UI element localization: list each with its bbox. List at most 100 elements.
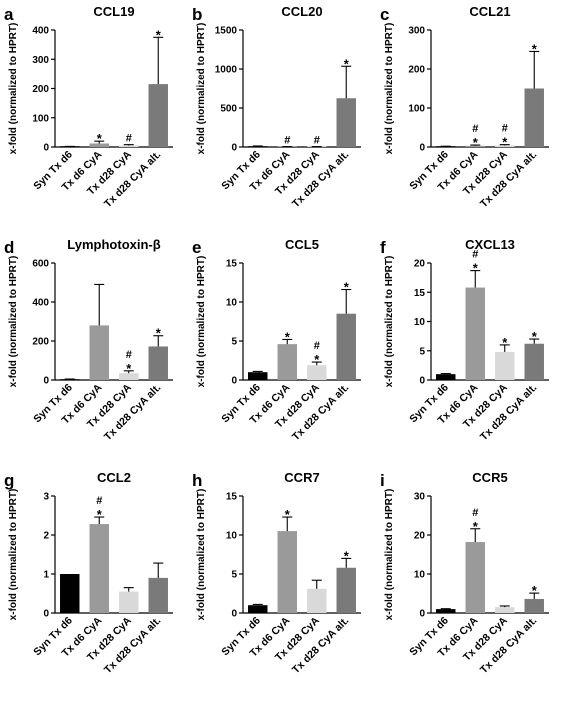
significance-mark-e-4: * [344, 280, 350, 295]
bar-a-2 [89, 143, 109, 147]
y-tick-label-g: 3 [43, 492, 49, 503]
y-axis-label-e: x-fold (normalized to HPRT) [196, 256, 207, 388]
chart-title-d: Lymphotoxin-β [67, 237, 160, 252]
y-tick-label-f: 15 [414, 288, 426, 299]
y-tick-label-f: 0 [419, 376, 425, 387]
y-axis-label-f: x-fold (normalized to HPRT) [384, 256, 395, 388]
bar-e-2 [277, 344, 297, 380]
y-tick-label-a: 200 [32, 84, 49, 95]
bar-e-1 [248, 372, 268, 380]
significance-mark-e-2: * [285, 329, 291, 344]
significance-mark-a-3: # [126, 133, 132, 145]
significance-mark-a-4: * [156, 27, 162, 42]
bar-i-4 [524, 598, 544, 613]
significance-mark-g-2: * [97, 507, 103, 522]
bar-c-3 [495, 145, 515, 147]
y-tick-label-e: 0 [231, 376, 237, 387]
panel-letter-e: e [192, 238, 201, 257]
significance-mark-b-2: # [284, 135, 290, 147]
panel-letter-d: d [4, 238, 14, 257]
significance-mark-c-2: * [473, 135, 479, 150]
bar-e-4 [336, 313, 356, 380]
panel-letter-i: i [380, 471, 385, 490]
significance-mark-f-4: * [532, 329, 538, 344]
y-tick-label-g: 2 [43, 531, 49, 542]
bar-f-4 [524, 343, 544, 380]
y-tick-label-f: 20 [414, 259, 426, 270]
significance-mark-d-3: # [126, 349, 132, 361]
y-tick-label-c: 0 [419, 143, 425, 154]
bar-h-1 [248, 605, 268, 613]
y-axis-label-d: x-fold (normalized to HPRT) [8, 256, 19, 388]
panel-letter-f: f [380, 238, 386, 257]
bar-c-4 [524, 88, 544, 147]
bar-d-4 [148, 346, 168, 380]
bar-g-4 [148, 577, 168, 613]
y-tick-label-h: 0 [231, 609, 237, 620]
y-axis-label-i: x-fold (normalized to HPRT) [384, 489, 395, 621]
chart-title-f: CXCL13 [465, 237, 515, 252]
y-tick-label-g: 0 [43, 609, 49, 620]
chart-title-h: CCR7 [284, 470, 319, 485]
bar-f-2 [465, 287, 485, 380]
bar-a-3 [119, 145, 139, 147]
y-tick-label-d: 600 [32, 259, 49, 270]
significance-mark-f-2: * [473, 261, 479, 276]
y-axis-label-h: x-fold (normalized to HPRT) [196, 489, 207, 621]
significance-mark-i-2: * [473, 519, 479, 534]
bar-g-3 [119, 591, 139, 613]
bar-b-4 [336, 98, 356, 147]
y-tick-label-i: 20 [414, 531, 426, 542]
chart-title-i: CCR5 [472, 470, 507, 485]
significance-mark-e-3: # [314, 340, 320, 352]
y-tick-label-d: 0 [43, 376, 49, 387]
panel-letter-g: g [4, 471, 14, 490]
significance-mark-a-2: * [97, 131, 103, 146]
significance-mark-f-2: # [472, 249, 478, 261]
y-tick-label-a: 100 [32, 113, 49, 124]
significance-mark-e-3: * [314, 352, 320, 367]
significance-mark-c-4: * [532, 41, 538, 56]
bar-d-1 [60, 379, 80, 380]
bar-i-2 [465, 542, 485, 613]
bar-f-1 [436, 374, 456, 380]
chart-title-g: CCL2 [97, 470, 131, 485]
panel-letter-c: c [380, 5, 389, 24]
y-axis-label-a: x-fold (normalized to HPRT) [8, 23, 19, 155]
bar-d-3 [119, 373, 139, 380]
y-tick-label-c: 200 [408, 65, 425, 76]
significance-mark-c-2: # [472, 123, 478, 135]
y-tick-label-b: 1500 [215, 26, 238, 37]
y-tick-label-h: 15 [226, 492, 238, 503]
y-tick-label-a: 0 [43, 143, 49, 154]
y-tick-label-c: 100 [408, 104, 425, 115]
significance-mark-i-4: * [532, 583, 538, 598]
bar-g-1 [60, 574, 80, 613]
bar-h-2 [277, 531, 297, 613]
y-tick-label-b: 1000 [215, 65, 238, 76]
y-tick-label-f: 5 [419, 346, 425, 357]
panel-letter-b: b [192, 5, 202, 24]
y-tick-label-i: 30 [414, 492, 426, 503]
significance-mark-d-3: * [126, 361, 132, 376]
bar-i-3 [495, 607, 515, 613]
y-tick-label-i: 10 [414, 570, 426, 581]
bar-h-4 [336, 567, 356, 613]
y-axis-label-b: x-fold (normalized to HPRT) [196, 23, 207, 155]
bar-c-2 [465, 145, 485, 147]
significance-mark-d-4: * [156, 326, 162, 341]
y-tick-label-a: 400 [32, 26, 49, 37]
y-tick-label-e: 15 [226, 259, 238, 270]
bar-h-3 [307, 588, 327, 613]
y-tick-label-h: 5 [231, 570, 237, 581]
y-axis-label-g: x-fold (normalized to HPRT) [8, 489, 19, 621]
bar-d-2 [89, 325, 109, 380]
chart-title-c: CCL21 [469, 4, 510, 19]
y-tick-label-b: 500 [220, 104, 237, 115]
significance-mark-b-3: # [314, 135, 320, 147]
significance-mark-b-4: * [344, 56, 350, 71]
y-tick-label-b: 0 [231, 143, 237, 154]
y-tick-label-c: 300 [408, 26, 425, 37]
bar-f-3 [495, 351, 515, 380]
y-tick-label-a: 300 [32, 55, 49, 66]
